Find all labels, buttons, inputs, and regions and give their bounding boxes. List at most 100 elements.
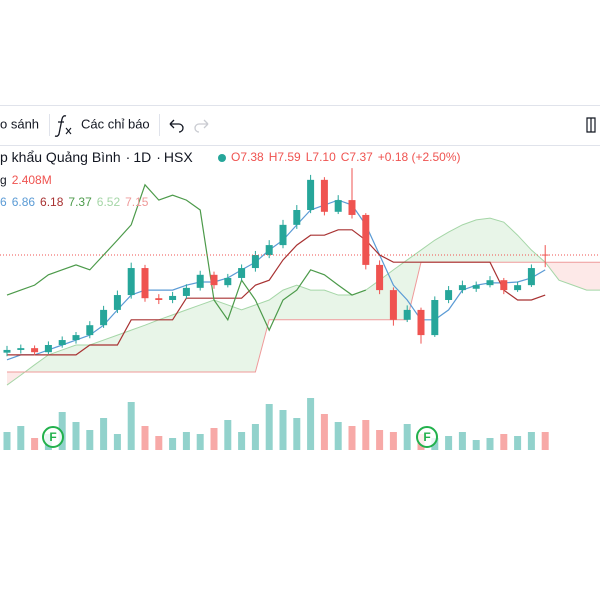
cloud-segment — [324, 290, 339, 320]
indicator-line — [6, 217, 600, 386]
volume-bar — [196, 434, 204, 450]
volume-bar — [72, 422, 80, 450]
cloud-segment — [227, 304, 242, 372]
volume-bar — [224, 420, 232, 450]
candle-body — [362, 214, 370, 265]
volume-bar — [362, 420, 370, 450]
indicator-line — [6, 199, 546, 361]
candle-body — [17, 348, 25, 350]
event-marker-label: F — [49, 430, 56, 444]
candle-body — [224, 277, 232, 286]
low: L7.10 — [306, 150, 336, 164]
cloud-segment — [338, 295, 352, 320]
high: H7.59 — [269, 150, 301, 164]
volume-bar — [113, 434, 121, 450]
undo-button[interactable] — [169, 119, 184, 133]
candle-body — [127, 268, 135, 296]
candle-body — [265, 245, 273, 255]
candle-body — [251, 255, 259, 269]
cloud-segment — [62, 345, 76, 372]
volume-bar — [141, 426, 149, 450]
cloud-segment — [103, 335, 118, 372]
volume-bar — [376, 430, 384, 450]
volume-value: 2.408M — [12, 173, 52, 187]
cloud-segment — [172, 309, 187, 372]
candle-body — [155, 298, 163, 300]
candle-body — [348, 200, 356, 215]
cloud-segment — [283, 285, 297, 320]
volume-bar — [182, 432, 190, 450]
compare-button[interactable]: o sánh — [0, 116, 39, 131]
volume-bar — [514, 436, 522, 450]
volume-bar — [265, 404, 273, 450]
candle-body — [44, 345, 52, 353]
cloud-segment — [89, 340, 104, 372]
open: O7.38 — [231, 150, 264, 164]
cloud-segment — [586, 262, 600, 291]
volume-bar — [100, 418, 108, 450]
market-status — [218, 154, 226, 162]
change: +0.18 (+2.50%) — [378, 150, 461, 164]
cloud-segment — [310, 290, 325, 320]
cloud-segment — [255, 300, 270, 372]
event-marker — [42, 426, 64, 448]
volume-bar — [3, 432, 11, 450]
separator: · — [156, 149, 161, 165]
volume-bar — [541, 432, 549, 450]
cloud-segment — [7, 372, 21, 386]
cloud-segment — [200, 300, 214, 372]
cloud-segment — [476, 218, 490, 263]
candle-body — [389, 290, 397, 320]
volume-bar — [472, 440, 480, 450]
candle-body — [196, 274, 204, 288]
candle-body — [293, 210, 301, 225]
volume-bar — [238, 432, 246, 450]
cloud-segment — [462, 219, 477, 263]
volume-bar — [86, 430, 94, 450]
indicator-value: 7.15 — [125, 195, 149, 209]
event-marker — [416, 426, 438, 448]
candle-body — [431, 300, 439, 336]
volume-bar — [458, 432, 466, 450]
candle-body — [486, 280, 494, 286]
candle-body — [100, 309, 108, 326]
volume-label: g — [0, 173, 7, 187]
candle-body — [458, 285, 466, 291]
indicator-line — [7, 229, 546, 356]
candle-body — [500, 280, 508, 291]
volume-bar — [307, 398, 315, 450]
cloud-segment — [448, 224, 463, 263]
candle-body — [541, 254, 549, 256]
volume-bar — [279, 410, 287, 450]
volume-bar — [155, 436, 163, 450]
ohlc-line: O7.38 H7.59 L7.10 C7.37 +0.18 (+2.50%) — [231, 150, 461, 164]
cloud-segment — [296, 285, 311, 320]
candle-body — [58, 340, 66, 345]
layout-button[interactable] — [586, 117, 596, 133]
symbol: p khẩu Quảng Bình — [0, 149, 121, 165]
volume-bar — [445, 436, 453, 450]
candle-body — [72, 335, 80, 341]
volume-bar — [334, 422, 342, 450]
indicator-value: 7.37 — [68, 195, 92, 209]
volume-bar — [403, 424, 411, 450]
redo-button — [194, 119, 209, 133]
fx-icon[interactable] — [54, 115, 72, 137]
cloud-segment — [572, 262, 587, 291]
cloud-segment — [352, 290, 366, 320]
cloud-segment — [131, 325, 145, 372]
close: C7.37 — [341, 150, 373, 164]
exchange: HSX — [164, 149, 193, 165]
indicator-line: 6 6.86 6.18 7.37 6.52 7.15 — [0, 195, 149, 209]
cloud-segment — [517, 235, 532, 263]
candle-body — [527, 268, 535, 286]
candle-body — [86, 325, 94, 336]
cloud-segment — [145, 319, 159, 372]
indicator-value: 6.18 — [40, 195, 64, 209]
indicators-button[interactable]: Các chỉ báo — [81, 116, 150, 131]
indicator-line — [7, 261, 600, 373]
candle-body — [472, 285, 480, 289]
cloud-segment — [241, 304, 256, 372]
cloud-segment — [117, 330, 132, 372]
